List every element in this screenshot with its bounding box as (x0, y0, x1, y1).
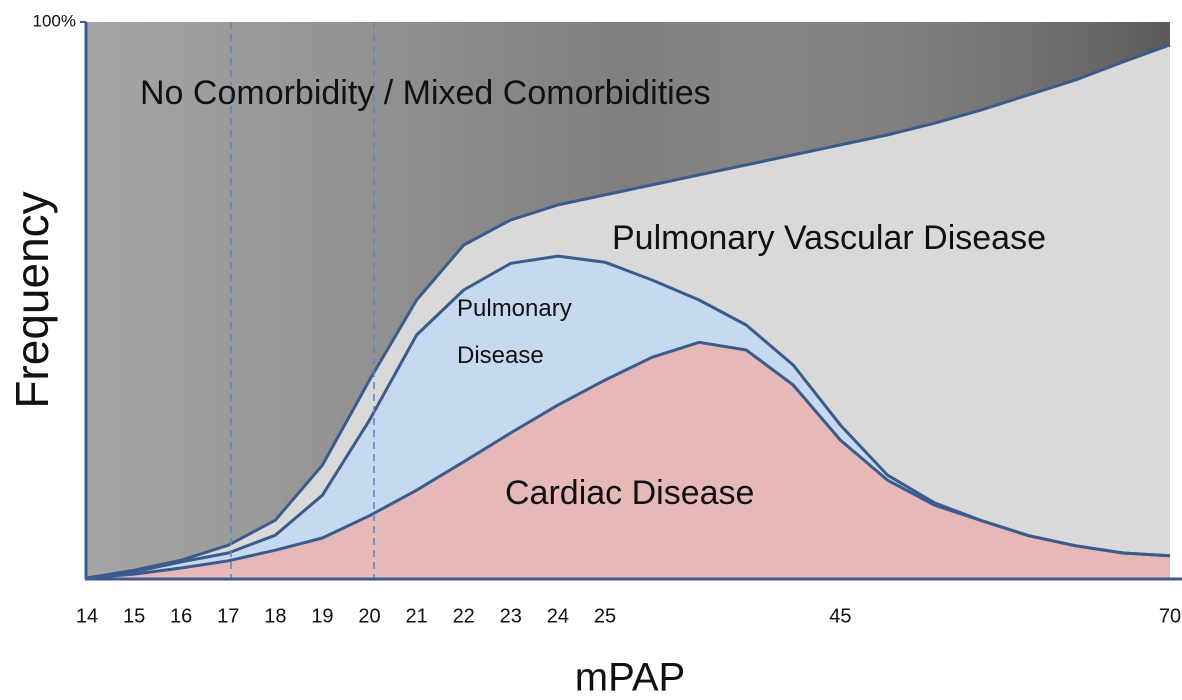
area (87, 342, 1170, 578)
y-tick-label: 100% (33, 11, 76, 30)
series-label: No Comorbidity / Mixed Comorbidities (140, 74, 711, 112)
area (87, 44, 1170, 579)
x-tick-label: 19 (311, 605, 333, 627)
plot-area (86, 22, 1171, 580)
area-shading (87, 22, 1170, 578)
x-tick-label: 15 (123, 605, 145, 627)
boundary-line (86, 43, 1171, 580)
boundary-line (86, 254, 1171, 580)
x-tick-label: 24 (547, 605, 569, 627)
x-tick-label: 17 (217, 605, 239, 627)
x-tick-label: 23 (500, 605, 522, 627)
series-label: Pulmonary Disease (457, 295, 572, 369)
x-tick-label: 45 (829, 605, 851, 627)
x-tick-label: 16 (170, 605, 192, 627)
x-tick-label: 20 (358, 605, 380, 627)
area (87, 256, 1170, 578)
x-tick-label: 22 (453, 605, 475, 627)
series-label: Pulmonary Vascular Disease (612, 219, 1046, 257)
x-axis-title: mPAP (575, 656, 685, 700)
y-axis-title: Frequency (6, 191, 58, 408)
x-tick-label: 18 (264, 605, 286, 627)
series-label: Cardiac Disease (505, 474, 754, 512)
x-tick-label: 14 (76, 605, 98, 627)
x-tick-label: 70 (1159, 605, 1181, 627)
x-tick-label: 21 (405, 605, 427, 627)
x-tick-label: 25 (594, 605, 616, 627)
